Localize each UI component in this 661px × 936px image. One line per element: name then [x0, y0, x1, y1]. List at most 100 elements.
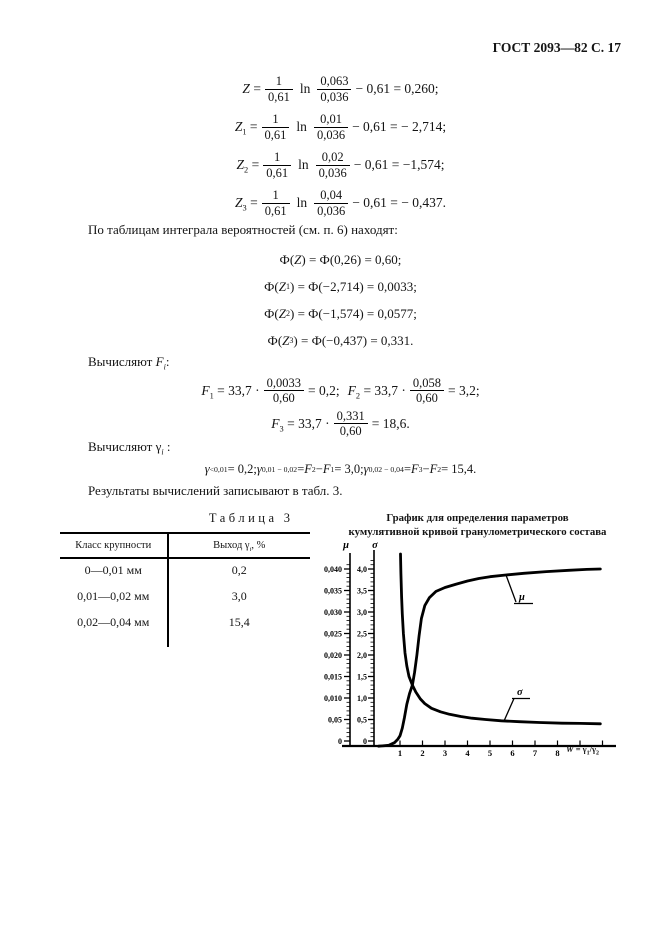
svg-text:4,0: 4,0 [357, 565, 367, 574]
svg-text:4: 4 [465, 748, 470, 758]
formula-lhs: Z = [242, 81, 261, 96]
formula-phi-z3: Ф(Z 3) = Ф(−0,437) = 0,331. [267, 332, 414, 348]
fraction: 1 0,61 [261, 112, 290, 142]
svg-text:0: 0 [363, 737, 367, 746]
column-header-size-class: Класс крупности [60, 533, 168, 559]
formula-lhs: Z1 = [234, 119, 258, 137]
operator-ln: ln [298, 157, 309, 172]
cell-size-class: 0,01—0,02 мм [77, 589, 150, 603]
paragraph-results: Результаты вычислений записывают в табл.… [88, 482, 343, 498]
chart-title-line1: График для определения параметров [386, 512, 569, 524]
table-row: 0,02—0,04 мм 15,4 [60, 611, 310, 637]
formula-phi-z2: Ф(Z 2) = Ф(−1,574) = 0,0577; [264, 305, 417, 321]
cell-size-class: 0,02—0,04 мм [77, 615, 150, 629]
fraction: 0,04 0,036 [314, 188, 349, 218]
fraction: 1 0,61 [261, 188, 290, 218]
table-row: 0—0,01 мм 0,2 [60, 558, 310, 585]
formula-f1: F1 = 33,7 · 0,0033 0,60 = 0,2; [201, 375, 340, 406]
page-header: ГОСТ 2093—82 С. 17 [492, 40, 621, 55]
table3-block: Таблица 3 Класс крупности Выход γi, % 0—… [60, 511, 316, 776]
fraction: 0,058 0,60 [409, 376, 445, 406]
fraction: 1 0,61 [263, 150, 292, 180]
cell-yield: 3,0 [166, 585, 310, 611]
operator-ln: ln [296, 119, 307, 134]
formula-z3: Z3 = 1 0,61 ln 0,04 0,036 − 0,61 = − 0,437… [60, 184, 621, 222]
document-page: ГОСТ 2093—82 С. 17 Z = 1 0,61 ln 0,063 0,0… [60, 40, 621, 776]
formula-z2: Z2 = 1 0,61 ln 0,02 0,036 − 0,61 = −1,574; [60, 146, 621, 184]
formula-tail: − 0,61 = −1,574; [353, 157, 445, 172]
formula-tail: − 0,61 = 0,260; [355, 81, 439, 96]
svg-text:3,5: 3,5 [357, 586, 367, 595]
size-class-table: Класс крупности Выход γi, % 0—0,01 мм 0,… [60, 532, 310, 647]
fraction: 0,0033 0,60 [263, 376, 304, 406]
z-formulas-block: Z = 1 0,61 ln 0,063 0,036 − 0,61 = 0,260; … [60, 70, 621, 222]
fraction: 0,02 0,036 [315, 150, 350, 180]
paragraph-probability-tables: По таблицам интеграла вероятностей (см. … [88, 222, 398, 237]
bottom-section: Таблица 3 Класс крупности Выход γi, % 0—… [60, 511, 621, 776]
phi-formulas-block: Ф(Z) = Ф(0,26) = 0,60; Ф(Z 1) = Ф(−2,714)… [60, 246, 621, 354]
svg-text:2: 2 [420, 748, 424, 758]
formula-phi-z: Ф(Z) = Ф(0,26) = 0,60; [279, 251, 402, 267]
svg-text:8: 8 [555, 748, 559, 758]
fraction: 0,331 0,60 [333, 409, 368, 439]
fraction: 0,063 0,036 [317, 74, 352, 104]
formula-z: Z = 1 0,61 ln 0,063 0,036 − 0,61 = 0,260; [60, 70, 621, 108]
cell-yield: 15,4 [166, 611, 310, 637]
svg-text:0,05: 0,05 [328, 715, 342, 724]
svg-text:0,020: 0,020 [324, 651, 342, 660]
formula-z1: Z1 = 1 0,61 ln 0,01 0,036 − 0,61 = − 2,714… [60, 108, 621, 146]
fraction: 0,01 0,036 [313, 112, 349, 142]
svg-text:2,5: 2,5 [357, 629, 367, 638]
curve-μ [377, 567, 602, 748]
svg-text:σ: σ [517, 687, 523, 698]
svg-text:3: 3 [443, 748, 447, 758]
x-axis-title: W = γ1/γ2 [566, 744, 599, 757]
svg-text:0,040: 0,040 [324, 565, 342, 574]
table-header-row: Класс крупности Выход γi, % [60, 533, 310, 559]
svg-text:0,030: 0,030 [324, 608, 342, 617]
svg-text:3,0: 3,0 [357, 608, 367, 617]
formula-lhs: Z3 = [235, 195, 258, 213]
svg-text:μ: μ [518, 592, 525, 603]
operator-ln: ln [296, 195, 308, 210]
svg-text:5: 5 [488, 748, 492, 758]
svg-text:μ: μ [342, 541, 349, 551]
column-header-yield: Выход γi, % [166, 533, 310, 559]
svg-text:0,5: 0,5 [357, 715, 367, 724]
formula-lhs: Z2 = [236, 157, 260, 175]
svg-text:0: 0 [338, 737, 342, 746]
chart-title: График для определения параметров кумуля… [320, 511, 635, 539]
formula-f1-f2: F1 = 33,7 · 0,0033 0,60 = 0,2; F2 = 33,7 … [60, 373, 621, 409]
svg-text:6: 6 [510, 748, 514, 758]
paragraph-compute-f: Вычисляют Fi: [88, 354, 170, 372]
table-row: 0,01—0,02 мм 3,0 [60, 585, 310, 611]
svg-text:1,5: 1,5 [357, 672, 367, 681]
curve-σ [399, 552, 602, 726]
svg-text:0,010: 0,010 [324, 694, 342, 703]
grain-chart-svg: 0 0,05 0,010 0,015 0,020 0,025 0,030 0,035 0,040… [324, 540, 616, 758]
formula-phi-z1: Ф(Z 1) = Ф(−2,714) = 0,0033; [264, 278, 417, 294]
table-caption: Таблица 3 [208, 511, 290, 525]
formula-f2: F2 = 33,7 · 0,058 0,60 = 3,2; [347, 375, 480, 406]
svg-text:0,025: 0,025 [324, 629, 342, 638]
formula-tail: − 0,61 = − 2,714; [352, 119, 447, 134]
fraction: 1 0,61 [264, 74, 293, 104]
svg-text:1,0: 1,0 [357, 694, 367, 703]
svg-text:1: 1 [398, 748, 402, 758]
svg-text:2,0: 2,0 [357, 651, 367, 660]
formula-tail: − 0,61 = − 0,437. [352, 195, 446, 210]
grain-chart: 0 0,05 0,010 0,015 0,020 0,025 0,030 0,035 0,040… [320, 540, 627, 776]
operator-ln: ln [299, 81, 311, 96]
svg-text:0,035: 0,035 [324, 586, 342, 595]
chart-block: График для определения параметров кумуля… [320, 511, 635, 776]
svg-text:7: 7 [533, 748, 538, 758]
table-divider-extension [60, 637, 310, 647]
f-formulas-block: F1 = 33,7 · 0,0033 0,60 = 0,2; F2 = 33,7 … [60, 373, 621, 439]
svg-text:0,015: 0,015 [324, 672, 342, 681]
chart-title-line2: кумулятивной кривой гранулометрического … [348, 526, 607, 539]
formula-f3: F3 = 33,7 · 0,331 0,60 = 18,6. [271, 408, 410, 439]
paragraph-compute-gamma: Вычисляют γi : [88, 438, 171, 457]
cell-yield: 0,2 [166, 558, 310, 585]
cell-size-class: 0—0,01 мм [84, 563, 142, 577]
